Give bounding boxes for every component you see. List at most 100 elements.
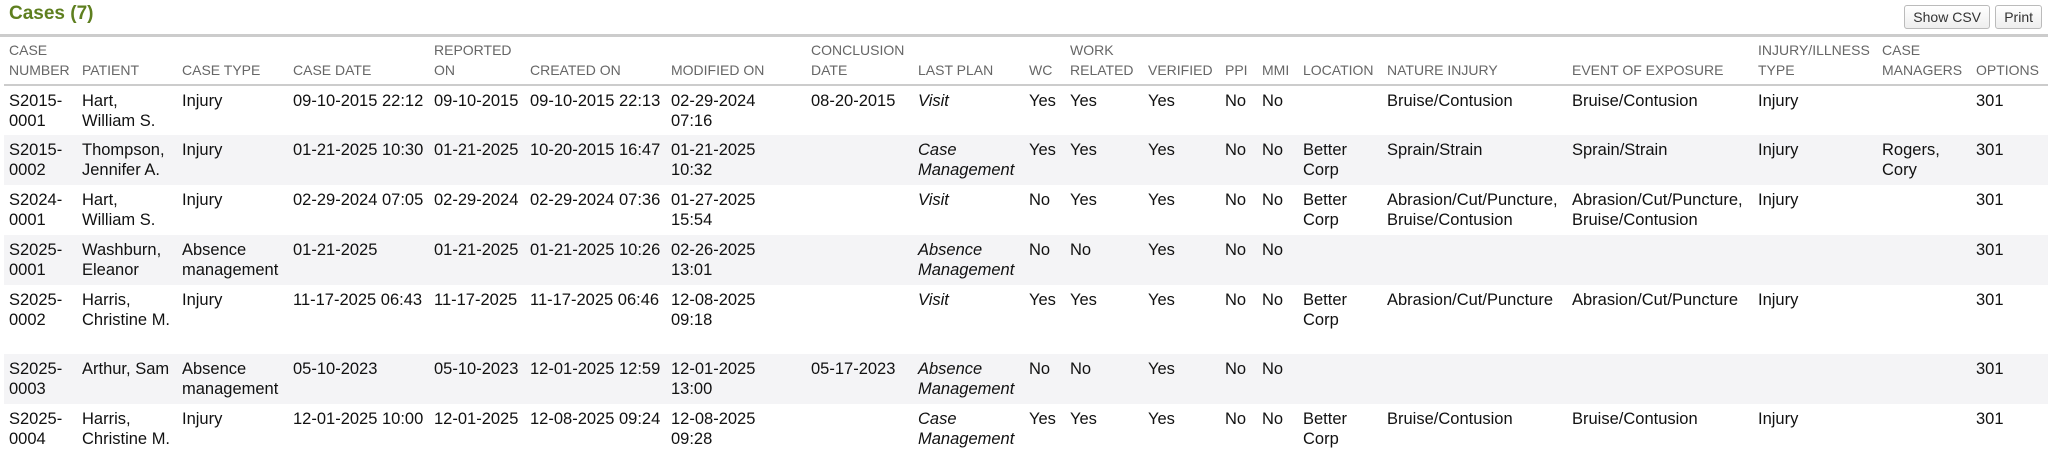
table-cell: Visit	[918, 191, 949, 209]
print-button[interactable]: Print	[1995, 5, 2042, 29]
table-cell: 09-10-2015 22:12	[293, 92, 424, 110]
column-header: CASE DATE	[288, 37, 429, 86]
table-cell: Injury	[1758, 191, 1799, 209]
table-cell: 01-21-2025	[288, 235, 429, 285]
table-cell	[806, 285, 913, 354]
table-cell: 11-17-2025	[434, 291, 518, 309]
table-cell	[1877, 404, 1971, 473]
table-cell: 09-10-2015	[434, 92, 519, 110]
table-row: S2024-0001 Hart, William S. Injury 02-29-20…	[4, 185, 2048, 235]
table-cell: Yes	[1143, 235, 1220, 285]
table-cell: Injury	[1758, 410, 1799, 428]
table-cell: No	[1225, 410, 1247, 428]
table-cell: 01-21-2025	[429, 135, 525, 185]
table-cell: S2025-0001	[4, 235, 77, 285]
table-cell: Absence Management	[913, 235, 1024, 285]
table-cell: 12-01-2025 12:59	[525, 354, 666, 404]
table-cell: Visit	[918, 92, 949, 110]
table-cell: 08-20-2015	[811, 92, 896, 110]
column-header: OPTIONS	[1971, 37, 2048, 86]
table-cell: Sprain/Strain	[1567, 135, 1753, 185]
table-cell: 301	[1971, 135, 2048, 185]
table-cell: 12-08-2025 09:28	[671, 410, 756, 448]
table-cell: 12-01-2025	[434, 410, 519, 428]
table-cell: 12-01-2025 10:00	[293, 410, 424, 428]
table-cell: Yes	[1070, 410, 1097, 428]
column-header: EVENT OF EXPOSURE	[1567, 37, 1753, 86]
table-cell: S2025-0003	[4, 354, 77, 404]
table-cell	[1382, 235, 1567, 285]
table-cell: Abrasion/Cut/Puncture	[1387, 291, 1554, 309]
table-cell: No	[1220, 135, 1257, 185]
table-cell	[1298, 354, 1382, 404]
column-header: PATIENT	[77, 37, 177, 86]
table-cell: 01-21-2025 10:32	[666, 135, 806, 185]
table-cell	[806, 135, 913, 185]
column-header: CASE TYPE	[177, 37, 288, 86]
table-cell: No	[1024, 354, 1065, 404]
table-cell: Case Management	[918, 410, 1015, 448]
column-header: CONCLUSION DATE	[806, 37, 913, 86]
column-header: MMI	[1257, 37, 1298, 86]
table-cell: 12-01-2025 13:00	[666, 354, 806, 404]
table-cell: Absence management	[177, 235, 288, 285]
table-cell: Arthur, Sam	[77, 354, 177, 404]
table-cell: Bruise/Contusion	[1387, 92, 1513, 110]
table-cell: Injury	[1758, 291, 1799, 309]
table-cell: Sprain/Strain	[1382, 135, 1567, 185]
table-cell: 02-29-2024	[434, 191, 519, 209]
table-cell: No	[1262, 291, 1284, 309]
table-cell: Better Corp	[1298, 135, 1382, 185]
table-cell: No	[1065, 235, 1143, 285]
table-cell: 11-17-2025 06:46	[530, 291, 660, 309]
table-cell: 01-21-2025 10:30	[288, 135, 429, 185]
table-cell: No	[1262, 92, 1284, 110]
table-cell: 11-17-2025 06:43	[293, 291, 423, 309]
table-cell	[1877, 285, 1971, 354]
column-header: CREATED ON	[525, 37, 666, 86]
table-cell: Hart, William S.	[82, 92, 156, 130]
table-cell: Yes	[1070, 92, 1097, 110]
table-cell: No	[1225, 191, 1247, 209]
table-cell: 10-20-2015 16:47	[525, 135, 666, 185]
table-cell: Bruise/Contusion	[1572, 410, 1698, 428]
table-cell	[806, 404, 913, 473]
table-cell: 09-10-2015 22:13	[530, 92, 661, 110]
table-cell: Yes	[1029, 291, 1056, 309]
table-cell: 301	[1971, 235, 2048, 285]
table-row: S2015-0002 Thompson, Jennifer A. Injury 01-…	[4, 135, 2048, 185]
column-header: REPORTED ON	[429, 37, 525, 86]
table-cell: Injury	[1753, 135, 1877, 185]
table-cell	[1753, 235, 1877, 285]
show-csv-button[interactable]: Show CSV	[1904, 5, 1990, 29]
table-cell: No	[1262, 410, 1284, 428]
table-cell: Better Corp	[1303, 291, 1348, 329]
column-header: WORK RELATED	[1065, 37, 1143, 86]
table-cell: Thompson, Jennifer A.	[77, 135, 177, 185]
table-cell: No	[1065, 354, 1143, 404]
cases-table: CASE NUMBER PATIENT CASE TYPE CASE DATE REPO…	[4, 37, 2048, 473]
table-cell: S2024-0001	[9, 191, 63, 229]
table-cell: Hart, William S.	[82, 191, 156, 229]
table-cell	[1877, 354, 1971, 404]
header-row: CASE NUMBER PATIENT CASE TYPE CASE DATE REPO…	[4, 37, 2048, 86]
table-cell: Yes	[1148, 191, 1175, 209]
table-cell	[806, 185, 913, 235]
column-header: NATURE INJURY	[1382, 37, 1567, 86]
table-cell: No	[1220, 235, 1257, 285]
table-row: S2015-0001 Hart, William S. Injury 09-10-20…	[4, 85, 2048, 135]
table-cell: Injury	[182, 92, 223, 110]
table-cell: Yes	[1065, 135, 1143, 185]
table-cell: No	[1257, 354, 1298, 404]
table-cell: Absence management	[177, 354, 288, 404]
table-cell: Better Corp	[1303, 410, 1348, 448]
table-cell: No	[1024, 235, 1065, 285]
table-cell: S2025-0004	[9, 410, 63, 448]
table-cell: No	[1225, 92, 1247, 110]
table-cell: 12-08-2025 09:18	[671, 291, 756, 329]
table-cell: Better Corp	[1303, 191, 1348, 229]
table-cell: Injury	[182, 291, 223, 309]
table-cell: Yes	[1143, 354, 1220, 404]
table-cell: Absence Management	[913, 354, 1024, 404]
